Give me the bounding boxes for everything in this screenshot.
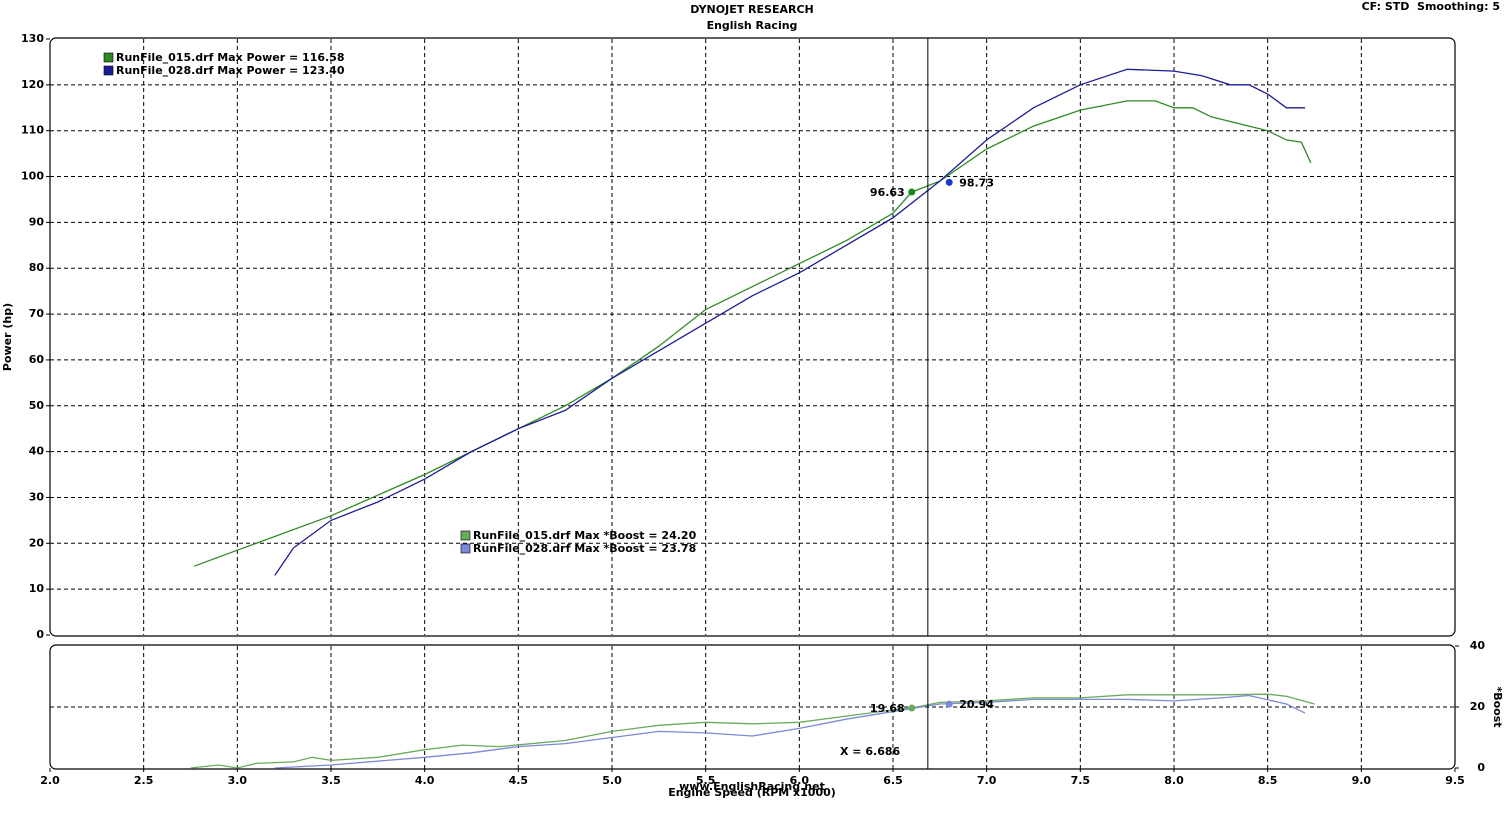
y-axis-label: Power (hp) — [1, 303, 14, 371]
x-tick-label: 7.0 — [977, 774, 997, 787]
y-tick-label: 20 — [29, 536, 45, 549]
subtitle: English Racing — [707, 19, 798, 32]
y-tick-label: 40 — [1470, 639, 1486, 652]
marker — [908, 704, 916, 712]
y-tick-label: 60 — [29, 353, 45, 366]
y-tick-label: 0 — [1477, 761, 1485, 774]
x-tick-label: 3.0 — [228, 774, 248, 787]
series-line — [274, 68, 1306, 576]
marker-label: 96.63 — [870, 186, 905, 199]
y-tick-label: 100 — [21, 170, 44, 183]
plot-frame — [49, 37, 1456, 637]
y-tick-label: 10 — [29, 582, 45, 595]
x-tick-label: 2.0 — [40, 774, 60, 787]
x-tick-label: 8.0 — [1164, 774, 1184, 787]
marker — [908, 188, 916, 196]
y-tick-label: 110 — [21, 124, 44, 137]
settings: CF: STD Smoothing: 5 — [1362, 0, 1500, 13]
y-tick-label: 80 — [29, 261, 45, 274]
y-tick-label: 20 — [1470, 700, 1486, 713]
x-tick-label: 6.5 — [883, 774, 903, 787]
marker — [945, 700, 953, 708]
legend-entry: RunFile_015.drf Max Power = 116.58 — [116, 51, 345, 64]
legend-swatch — [460, 530, 471, 541]
marker-label: 98.73 — [959, 176, 994, 189]
y-axis-label: *Boost — [1491, 686, 1504, 727]
y-tick-label: 50 — [29, 399, 45, 412]
title: DYNOJET RESEARCH — [690, 3, 813, 16]
legend-swatch — [103, 52, 114, 63]
legend-swatch — [460, 543, 471, 554]
y-tick-label: 70 — [29, 307, 45, 320]
y-tick-label: 120 — [21, 78, 44, 91]
x-tick-label: 9.0 — [1352, 774, 1372, 787]
y-tick-label: 30 — [29, 490, 45, 503]
x-tick-label: 4.0 — [415, 774, 435, 787]
footer: www.EnglishRacing.net — [679, 780, 825, 793]
y-tick-label: 40 — [29, 445, 45, 458]
cursor-label: X = 6.686 — [840, 745, 900, 758]
marker — [945, 178, 953, 186]
x-axis-label: Engine Speed (RPM x1000) — [668, 786, 836, 799]
y-tick-label: 90 — [29, 215, 45, 228]
x-tick-label: 2.5 — [134, 774, 154, 787]
y-tick-label: 130 — [21, 32, 44, 45]
legend-entry: RunFile_028.drf Max *Boost = 23.78 — [473, 542, 696, 555]
x-tick-label: 7.5 — [1071, 774, 1091, 787]
x-tick-label: 6.0 — [790, 774, 810, 787]
legend-entry: RunFile_028.drf Max Power = 123.40 — [116, 64, 345, 77]
legend-swatch — [103, 65, 114, 76]
y-tick-label: 0 — [36, 628, 44, 641]
x-tick-label: 5.5 — [696, 774, 716, 787]
series-line — [190, 693, 1315, 769]
x-tick-label: 9.5 — [1445, 774, 1465, 787]
x-tick-label: 3.5 — [321, 774, 341, 787]
x-tick-label: 5.0 — [602, 774, 622, 787]
series-line — [274, 694, 1306, 769]
marker-label: 19.68 — [870, 702, 905, 715]
marker-label: 20.94 — [959, 698, 994, 711]
series-line — [193, 100, 1312, 567]
legend-entry: RunFile_015.drf Max *Boost = 24.20 — [473, 529, 697, 542]
x-tick-label: 8.5 — [1258, 774, 1278, 787]
x-tick-label: 4.5 — [509, 774, 529, 787]
